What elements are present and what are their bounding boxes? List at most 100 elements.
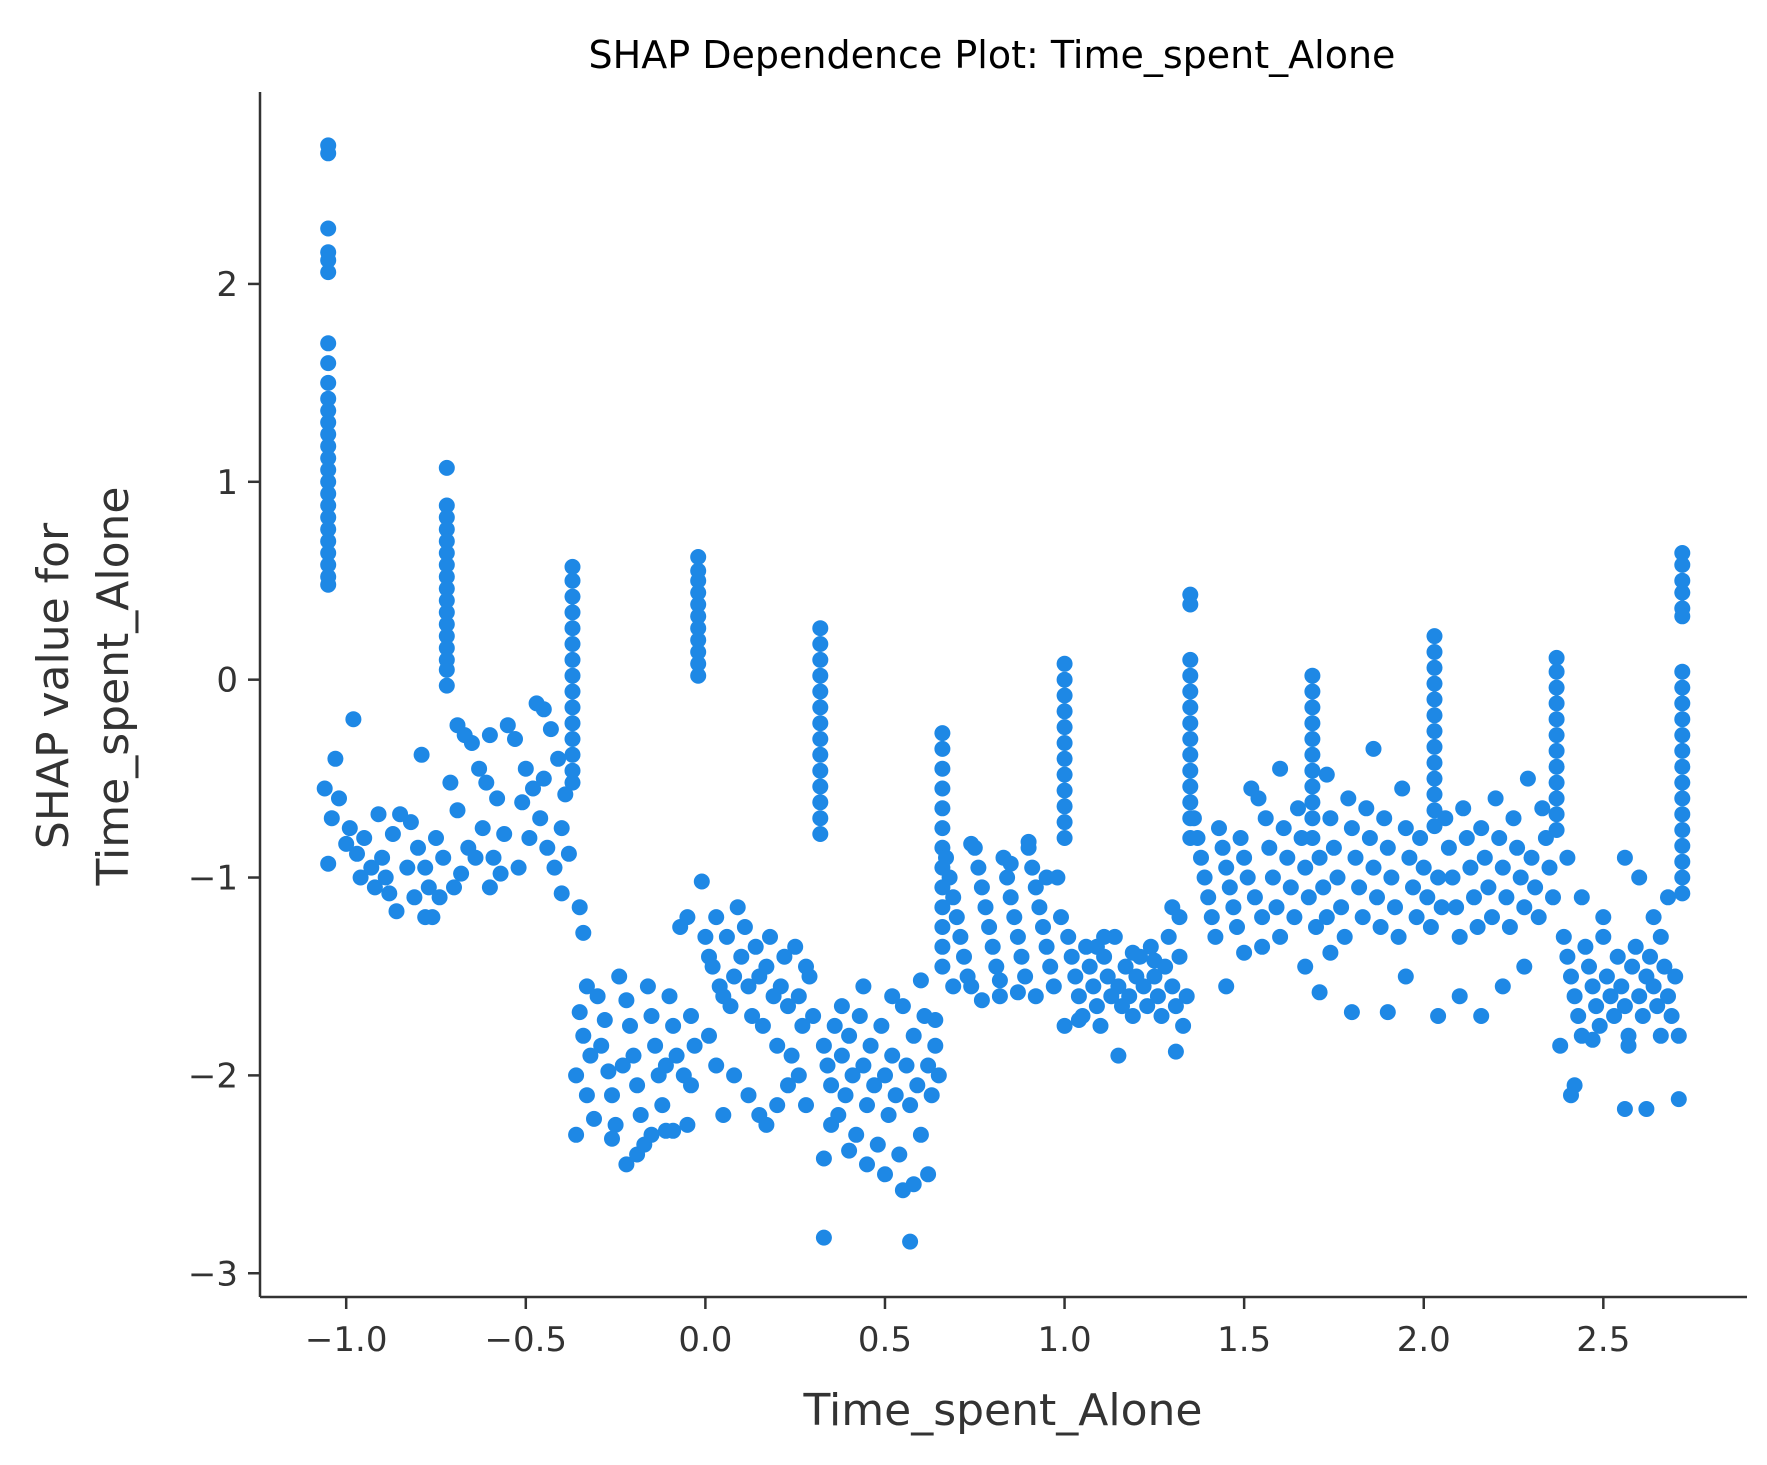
scatter-point xyxy=(790,1067,807,1084)
scatter-point xyxy=(1595,928,1612,945)
scatter-point xyxy=(1056,830,1073,846)
scatter-point xyxy=(571,899,588,916)
scatter-point xyxy=(1149,988,1166,1005)
scatter-point xyxy=(564,746,581,763)
scatter-point xyxy=(690,596,707,613)
scatter-point xyxy=(467,849,484,866)
scatter-point xyxy=(1415,859,1432,876)
scatter-point xyxy=(1293,830,1310,846)
scatter-point xyxy=(1674,679,1691,696)
scatter-point xyxy=(812,699,829,716)
scatter-point xyxy=(320,576,337,593)
scatter-point xyxy=(1171,909,1188,926)
scatter-point xyxy=(1548,695,1565,712)
scatter-point xyxy=(564,620,581,637)
scatter-point xyxy=(1221,879,1238,896)
scatter-point xyxy=(769,1037,786,1054)
scatter-point xyxy=(1674,806,1691,823)
scatter-point xyxy=(740,978,757,995)
scatter-point xyxy=(934,800,951,817)
scatter-point xyxy=(474,820,491,837)
scatter-point xyxy=(1117,958,1134,975)
scatter-point xyxy=(320,497,337,514)
scatter-point xyxy=(438,509,455,526)
scatter-point xyxy=(826,1017,843,1034)
scatter-point xyxy=(320,426,337,443)
scatter-point xyxy=(1056,814,1073,831)
scatter-point xyxy=(973,992,990,1009)
scatter-point xyxy=(1088,998,1105,1015)
scatter-point xyxy=(1566,988,1583,1005)
scatter-point xyxy=(1304,683,1321,700)
scatter-point xyxy=(1616,998,1633,1015)
scatter-point xyxy=(320,390,337,407)
scatter-point xyxy=(991,988,1008,1005)
scatter-point xyxy=(1426,644,1443,660)
scatter-point xyxy=(1013,948,1030,965)
scatter-point xyxy=(1304,667,1321,684)
scatter-point xyxy=(815,1037,832,1054)
scatter-point xyxy=(1351,879,1368,896)
scatter-point xyxy=(1218,978,1235,995)
scatter-point xyxy=(1038,938,1055,955)
scatter-point xyxy=(589,988,606,1005)
scatter-point xyxy=(1394,780,1411,797)
scatter-point xyxy=(963,835,980,852)
scatter-point xyxy=(668,1047,685,1064)
scatter-point xyxy=(1473,820,1490,837)
scatter-point xyxy=(1656,958,1673,975)
scatter-point xyxy=(783,1047,800,1064)
scatter-point xyxy=(690,549,707,565)
scatter-point xyxy=(431,889,448,906)
scatter-point xyxy=(1652,928,1669,945)
scatter-point xyxy=(1609,948,1626,965)
scatter-point xyxy=(481,879,498,896)
scatter-point xyxy=(1595,909,1612,926)
scatter-point xyxy=(618,992,635,1009)
scatter-point xyxy=(614,1057,631,1074)
scatter-point xyxy=(690,620,707,637)
scatter-point xyxy=(1185,810,1202,827)
scatter-point xyxy=(320,220,337,237)
scatter-point xyxy=(1649,998,1666,1015)
scatter-point xyxy=(683,1077,699,1094)
scatter-point xyxy=(934,938,951,955)
scatter-point xyxy=(1365,740,1382,757)
scatter-point xyxy=(1300,889,1317,906)
scatter-point xyxy=(320,438,337,455)
scatter-point xyxy=(934,725,951,742)
scatter-point xyxy=(438,628,455,645)
scatter-point xyxy=(981,919,998,935)
scatter-point xyxy=(1311,849,1328,866)
scatter-point xyxy=(1577,938,1594,955)
scatter-point xyxy=(1674,885,1691,902)
scatter-point xyxy=(1038,869,1055,886)
x-tick-label: −0.5 xyxy=(485,1320,568,1360)
scatter-point xyxy=(1674,663,1691,680)
y-tick-label: −3 xyxy=(188,1254,238,1294)
scatter-point xyxy=(1056,735,1073,751)
scatter-point xyxy=(1426,628,1443,645)
scatter-point xyxy=(593,1037,610,1054)
scatter-point xyxy=(1588,998,1605,1015)
scatter-point xyxy=(1379,1004,1396,1021)
scatter-point xyxy=(855,1057,872,1074)
scatter-point xyxy=(812,778,829,795)
scatter-point xyxy=(941,869,958,886)
scatter-point xyxy=(320,414,337,431)
scatter-point xyxy=(571,1004,588,1021)
scatter-point xyxy=(1085,978,1102,995)
scatter-point xyxy=(1182,651,1199,668)
scatter-point xyxy=(1419,889,1436,906)
scatter-point xyxy=(388,903,405,920)
scatter-point xyxy=(546,859,563,876)
scatter-point xyxy=(1548,649,1565,666)
scatter-point xyxy=(1548,711,1565,728)
scatter-point xyxy=(690,644,707,660)
scatter-point xyxy=(963,978,980,995)
scatter-point xyxy=(1516,899,1533,916)
scatter-point xyxy=(1466,889,1482,906)
scatter-point xyxy=(320,545,337,561)
scatter-point xyxy=(338,835,355,852)
scatter-point xyxy=(1286,909,1303,926)
